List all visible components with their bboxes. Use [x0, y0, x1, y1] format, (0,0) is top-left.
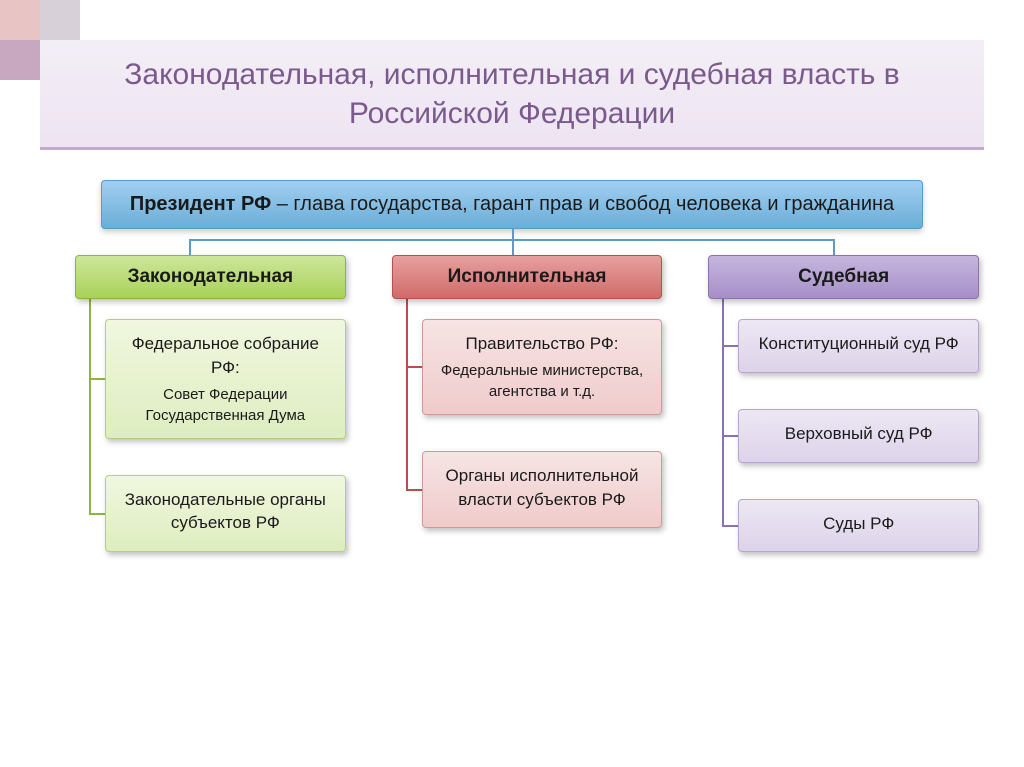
president-box: Президент РФ – глава государства, гарант…	[101, 180, 923, 229]
deco-square	[0, 40, 40, 80]
org-box-line: Суды РФ	[749, 512, 968, 536]
org-box-line: Верховный суд РФ	[749, 422, 968, 446]
org-box-line: Правительство РФ:	[433, 332, 652, 356]
branch-legislative: Законодательная Федеральное собрание РФ: С…	[45, 255, 346, 588]
org-box: Верховный суд РФ	[738, 409, 979, 463]
org-box: Федеральное собрание РФ: Совет ФедерацииГ…	[105, 319, 346, 439]
deco-square	[40, 0, 80, 40]
org-box-line: Органы исполнительной власти субъектов Р…	[433, 464, 652, 512]
branch-header: Законодательная	[75, 255, 346, 299]
branch-executive: Исполнительная Правительство РФ: Федеральн…	[362, 255, 663, 588]
top-connector	[45, 237, 979, 255]
org-box: Суды РФ	[738, 499, 979, 553]
president-bold: Президент РФ	[130, 193, 271, 215]
org-box-line: Конституционный суд РФ	[749, 332, 968, 356]
sub-container: Конституционный суд РФ Верховный суд РФ Су…	[708, 299, 979, 552]
connector-line	[512, 239, 514, 255]
connector-line	[512, 229, 514, 239]
org-chart: Президент РФ – глава государства, гарант…	[45, 180, 979, 727]
org-box-line: Государственная Дума	[116, 405, 335, 426]
president-rest: – глава государства, гарант прав и свобо…	[271, 193, 894, 215]
branch-header: Исполнительная	[392, 255, 663, 299]
sub-container: Правительство РФ: Федеральные министерств…	[392, 299, 663, 528]
deco-square	[0, 0, 40, 40]
title-bar: Законодательная, исполнительная и судебн…	[40, 40, 984, 150]
org-box: Конституционный суд РФ	[738, 319, 979, 373]
connector-line	[89, 299, 91, 514]
org-box-line: Федеральные министерства, агентства и т.…	[433, 360, 652, 402]
org-box: Органы исполнительной власти субъектов Р…	[422, 451, 663, 529]
connector-line	[722, 299, 724, 526]
connector-line	[189, 239, 191, 255]
org-box: Правительство РФ: Федеральные министерств…	[422, 319, 663, 415]
branch-columns: Законодательная Федеральное собрание РФ: С…	[45, 255, 979, 588]
org-box-line: Совет Федерации	[116, 384, 335, 405]
connector-line	[406, 299, 408, 490]
branch-header: Судебная	[708, 255, 979, 299]
org-box: Законодательные органы субъектов РФ	[105, 475, 346, 553]
sub-container: Федеральное собрание РФ: Совет ФедерацииГ…	[75, 299, 346, 552]
connector-line	[833, 239, 835, 255]
branch-judicial: Судебная Конституционный суд РФ Верховный …	[678, 255, 979, 588]
page-title: Законодательная, исполнительная и судебн…	[80, 55, 944, 133]
org-box-line: Законодательные органы субъектов РФ	[116, 488, 335, 536]
org-box-line: Федеральное собрание РФ:	[116, 332, 335, 380]
